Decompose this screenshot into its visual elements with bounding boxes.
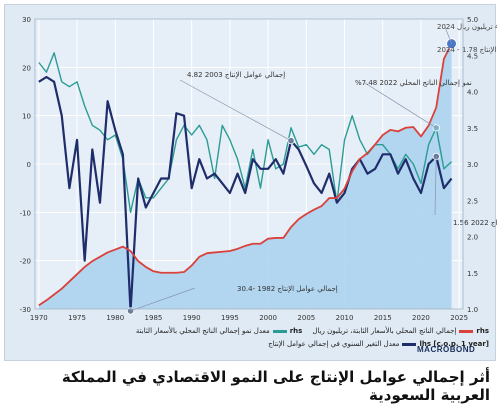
y-left-tick-label: 30 bbox=[22, 16, 31, 24]
legend-item-gdp: rhs إجمالي الناتج المحلي بالأسعار الثابت… bbox=[312, 327, 489, 335]
y-right-tick-label: 2.0 bbox=[467, 234, 478, 242]
brand-logo: MACROBOND bbox=[417, 345, 476, 354]
annotation-growth-2022: نمو إجمالي الناتج المحلي 2022 7.48% bbox=[355, 79, 472, 87]
x-tick-label: 2020 bbox=[412, 314, 430, 322]
legend-label-growth: معدل نمو إجمالي الناتج المحلي بالأسعار ا… bbox=[135, 327, 270, 335]
callout-gdp-2024: إجمالي الناتج المحلي 4.66 تريليون ريال 2… bbox=[437, 23, 497, 31]
x-tick-label: 2010 bbox=[336, 314, 354, 322]
y-right-tick-label: 3.0 bbox=[467, 161, 478, 169]
leader-tfp-2022 bbox=[434, 156, 437, 216]
legend-axis-tag: lhs [c.o.p. 1 year] bbox=[419, 340, 489, 348]
legend-label-gdp: إجمالي الناتج المحلي بالأسعار الثابتة، ت… bbox=[312, 327, 457, 335]
y-left-tick-label: 10 bbox=[22, 113, 31, 121]
plot-border bbox=[34, 18, 464, 310]
series-gdp-area bbox=[38, 43, 452, 310]
annotation-tfp-2003: إجمالي عوامل الإنتاج 2003 4.82 bbox=[187, 71, 285, 79]
y-left-tick-label: -20 bbox=[20, 258, 31, 266]
legend-axis-tag: rhs bbox=[289, 327, 303, 335]
legend-swatch-growth bbox=[272, 329, 287, 333]
y-right-tick-label: 3.5 bbox=[467, 125, 478, 133]
x-tick-label: 2005 bbox=[297, 314, 315, 322]
y-right-tick-label: 4.5 bbox=[467, 52, 478, 60]
leader-tfp-1982 bbox=[130, 287, 196, 312]
y-left-tick-label: 0 bbox=[27, 161, 31, 169]
y-right-tick-label: 2.5 bbox=[467, 197, 478, 205]
x-tick-label: 1970 bbox=[30, 314, 48, 322]
legend-axis-tag: rhs bbox=[476, 327, 489, 335]
series-tfp-line bbox=[38, 75, 453, 313]
x-tick-label: 2000 bbox=[259, 314, 277, 322]
y-right-tick-label: 5.0 bbox=[467, 16, 478, 24]
y-right-tick-label: 1.0 bbox=[467, 306, 478, 314]
legend: rhs إجمالي الناتج المحلي بالأسعار الثابت… bbox=[19, 327, 489, 359]
x-tick-label: 1990 bbox=[183, 314, 201, 322]
annotation-tfp-1982: إجمالي عوامل الإنتاج 1982 -30.4 bbox=[237, 285, 338, 293]
x-tick-label: 1985 bbox=[145, 314, 163, 322]
legend-label-tfp: معدل التغير السنوي في إجمالي عوامل الإنت… bbox=[268, 340, 400, 348]
legend-item-tfp: lhs [c.o.p. 1 year] معدل التغير السنوي ف… bbox=[268, 340, 489, 348]
x-tick-label: 1975 bbox=[68, 314, 86, 322]
series-gdp-line bbox=[38, 43, 453, 307]
chart-svg: -30 -20 -10 0 10 20 30 1.0 1.5 2.0 2.5 3.0 3.5 4.0 4.5… bbox=[20, 16, 497, 322]
figure-caption: أثر إجمالي عوامل الإنتاج على النمو الاقت… bbox=[61, 368, 490, 404]
legend-swatch-tfp bbox=[402, 342, 417, 346]
legend-swatch-gdp bbox=[459, 329, 474, 333]
annotation-tfp-2022: إجمالي عوامل الإنتاج 2022 1.56 bbox=[453, 219, 497, 227]
chart-frame: -30 -20 -10 0 10 20 30 1.0 1.5 2.0 2.5 3.0 3.5 4.0 4.5… bbox=[4, 4, 497, 361]
leader-gdp-2024 bbox=[444, 26, 452, 44]
leader-growth-2022 bbox=[364, 82, 437, 129]
x-tick-label: 1995 bbox=[221, 314, 239, 322]
y-left-tick-label: -30 bbox=[20, 306, 31, 314]
callout-tfp-2024: إجمالي عوامل الإنتاج 1.78 - 2024 bbox=[437, 46, 497, 54]
leader-tfp-2003 bbox=[179, 79, 292, 142]
x-tick-label: 2025 bbox=[450, 314, 468, 322]
y-right-tick-label: 1.5 bbox=[467, 270, 478, 278]
y-left-tick-label: -10 bbox=[20, 209, 31, 217]
x-tick-label: 1980 bbox=[106, 314, 124, 322]
y-right-tick-label: 4.0 bbox=[467, 89, 478, 97]
x-tick-label: 2015 bbox=[374, 314, 392, 322]
legend-item-growth: rhs معدل نمو إجمالي الناتج المحلي بالأسع… bbox=[136, 327, 302, 335]
y-left-tick-label: 20 bbox=[22, 64, 31, 72]
